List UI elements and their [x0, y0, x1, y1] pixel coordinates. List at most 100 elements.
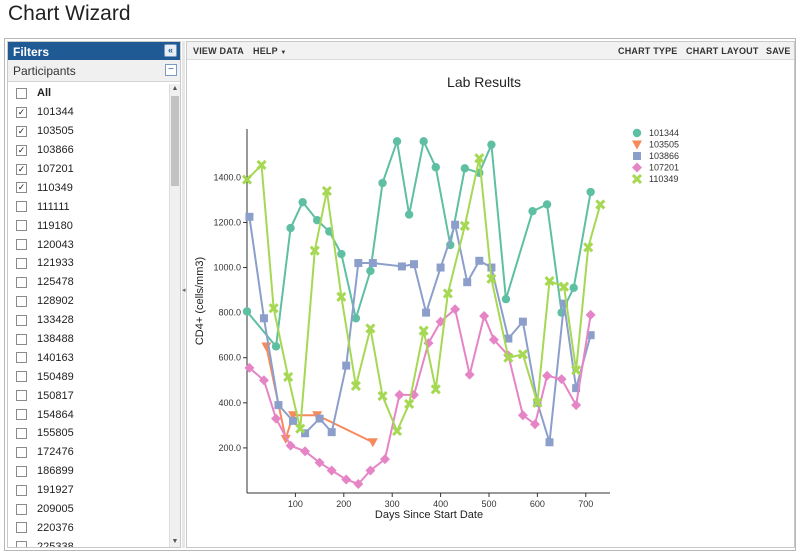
participant-checkbox[interactable] — [16, 220, 27, 232]
participant-item[interactable]: 111111 — [8, 197, 168, 216]
participant-checkbox[interactable] — [16, 390, 27, 402]
data-point — [327, 428, 336, 437]
participant-item[interactable]: 128902 — [8, 292, 168, 311]
participant-item[interactable]: 120043 — [8, 235, 168, 254]
scroll-up-icon[interactable]: ▲ — [171, 85, 179, 92]
participant-checkbox[interactable] — [16, 371, 27, 383]
filters-title: Filters — [13, 45, 50, 59]
data-point — [532, 397, 543, 408]
filters-header: Filters « — [8, 42, 180, 60]
y-tick-label: 1000.0 — [213, 263, 241, 273]
data-point — [474, 153, 485, 164]
participant-scrollbar[interactable]: ▲ ▼ — [169, 84, 180, 547]
participant-checkbox[interactable] — [16, 276, 27, 288]
data-point — [409, 260, 418, 269]
participant-checkbox[interactable] — [16, 257, 27, 269]
participant-checkbox[interactable] — [16, 295, 27, 307]
data-point — [288, 416, 297, 425]
legend-label: 103866 — [649, 151, 679, 161]
participant-item[interactable]: 150489 — [8, 367, 168, 386]
participant-item[interactable]: 125478 — [8, 273, 168, 292]
participant-item[interactable]: 150817 — [8, 386, 168, 405]
participant-item[interactable]: ✓ 107201 — [8, 160, 168, 179]
save-button[interactable]: SAVE — [766, 46, 791, 56]
participant-item[interactable]: ✓ 101344 — [8, 103, 168, 122]
participant-checkbox[interactable] — [16, 446, 27, 458]
data-point — [379, 454, 390, 465]
participant-item[interactable]: 140163 — [8, 348, 168, 367]
participant-checkbox[interactable] — [16, 522, 27, 534]
data-point — [404, 210, 414, 219]
collapse-panel-icon[interactable]: « — [164, 44, 177, 57]
data-point — [283, 371, 294, 382]
participant-all[interactable]: All — [8, 84, 168, 103]
participant-checkbox[interactable] — [16, 541, 27, 547]
scroll-down-icon[interactable]: ▼ — [171, 538, 179, 545]
splitter-arrow-icon[interactable]: ◂ — [182, 287, 186, 294]
participant-item[interactable]: 121933 — [8, 254, 168, 273]
participant-checkbox[interactable]: ✓ — [16, 182, 27, 194]
participant-checkbox[interactable] — [16, 314, 27, 326]
data-point — [350, 380, 361, 391]
participant-item[interactable]: 191927 — [8, 481, 168, 500]
participant-checkbox[interactable]: ✓ — [16, 144, 27, 156]
data-point — [451, 220, 460, 229]
chart-layout-button[interactable]: CHART LAYOUT — [686, 46, 759, 56]
data-point — [442, 288, 453, 299]
participant-item[interactable]: 225338 — [8, 537, 168, 547]
x-tick-label: 600 — [530, 499, 545, 509]
participant-label: 220376 — [37, 521, 74, 534]
data-point — [392, 137, 402, 146]
legend-marker — [632, 128, 642, 138]
participant-item[interactable]: 155805 — [8, 424, 168, 443]
participant-item[interactable]: 154864 — [8, 405, 168, 424]
participant-item[interactable]: 172476 — [8, 443, 168, 462]
data-point — [365, 323, 376, 334]
collapse-section-icon[interactable]: − — [165, 64, 177, 76]
x-tick-label: 300 — [385, 499, 400, 509]
data-point — [397, 262, 406, 271]
participant-list: All ✓ 101344 ✓ 103505 ✓ 103866 ✓ 107201 ✓ 110349 11… — [8, 84, 168, 547]
participant-checkbox[interactable] — [16, 484, 27, 496]
participant-checkbox[interactable] — [16, 503, 27, 515]
participant-item[interactable]: 220376 — [8, 518, 168, 537]
panel-splitter[interactable]: ◂ — [182, 41, 186, 548]
data-point — [487, 263, 496, 272]
participant-item[interactable]: 138488 — [8, 330, 168, 349]
participant-checkbox[interactable]: ✓ — [16, 125, 27, 137]
data-point — [244, 362, 255, 373]
participant-label: 191927 — [37, 484, 74, 497]
x-tick-label: 500 — [481, 499, 496, 509]
scroll-thumb[interactable] — [171, 96, 179, 186]
data-point — [315, 414, 324, 423]
participant-item[interactable]: 186899 — [8, 462, 168, 481]
participant-item[interactable]: ✓ 103866 — [8, 141, 168, 160]
participant-checkbox[interactable] — [16, 201, 27, 213]
participant-item[interactable]: 133428 — [8, 311, 168, 330]
y-tick-label: 800.0 — [218, 308, 241, 318]
data-point — [464, 369, 475, 380]
data-point — [366, 266, 375, 276]
data-point — [583, 242, 594, 253]
participant-checkbox[interactable] — [16, 352, 27, 364]
participant-checkbox[interactable] — [16, 427, 27, 439]
participant-item[interactable]: 119180 — [8, 216, 168, 235]
participant-checkbox[interactable] — [16, 239, 27, 251]
participant-checkbox[interactable] — [16, 409, 27, 421]
participant-item[interactable]: 209005 — [8, 500, 168, 519]
data-point — [450, 304, 461, 315]
y-tick-label: 200.0 — [218, 443, 241, 453]
participant-checkbox[interactable]: ✓ — [16, 163, 27, 175]
participant-checkbox[interactable]: ✓ — [16, 106, 27, 118]
participant-label: 186899 — [37, 465, 74, 478]
participant-checkbox[interactable] — [16, 333, 27, 345]
data-point — [459, 220, 470, 231]
participant-checkbox[interactable] — [16, 87, 27, 99]
participant-checkbox[interactable] — [16, 465, 27, 477]
data-point — [418, 325, 429, 336]
participant-item[interactable]: ✓ 103505 — [8, 122, 168, 141]
help-menu[interactable]: HELP ▼ — [253, 46, 286, 56]
chart-type-button[interactable]: CHART TYPE — [618, 46, 678, 56]
participant-item[interactable]: ✓ 110349 — [8, 178, 168, 197]
view-data-button[interactable]: VIEW DATA — [193, 46, 244, 56]
